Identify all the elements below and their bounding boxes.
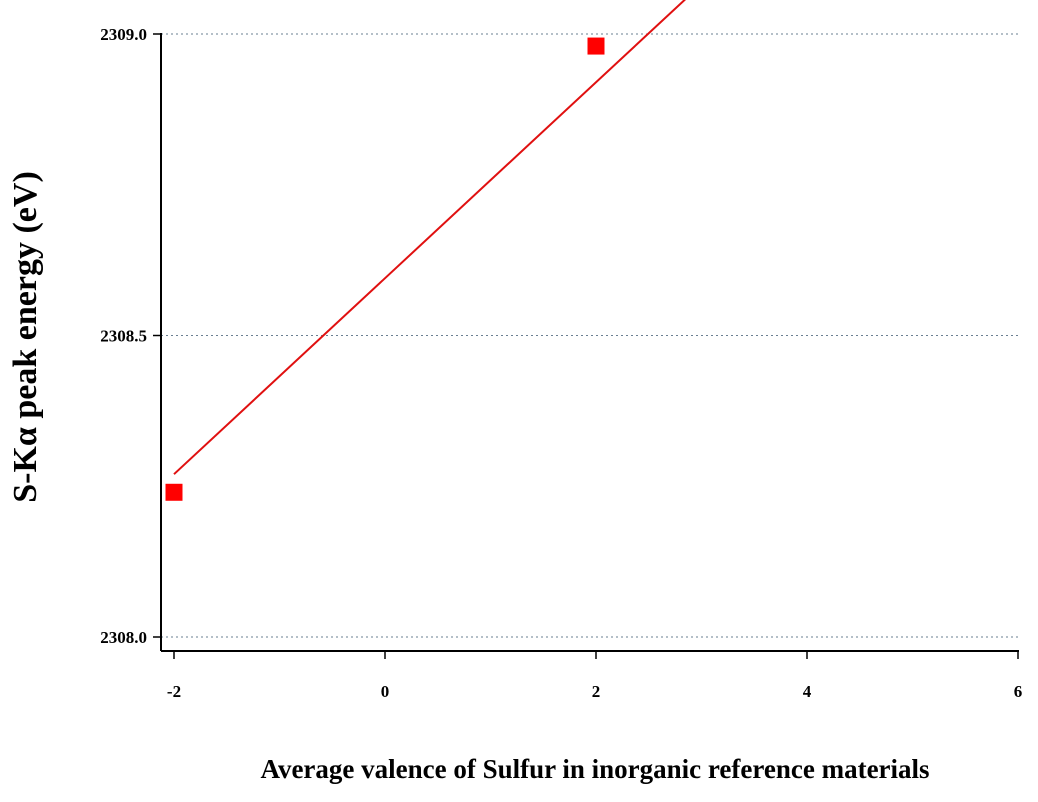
- fit-line-group: [173, 0, 687, 475]
- x-tick-label: 0: [381, 682, 390, 701]
- data-point: [587, 37, 605, 55]
- data-point: [165, 483, 183, 501]
- y-tick-label: 2309.0: [100, 25, 147, 44]
- x-tick-label: 4: [803, 682, 812, 701]
- y-tick-label: 2308.5: [100, 327, 147, 346]
- axes: [160, 33, 1019, 652]
- x-axis-title: Average valence of Sulfur in inorganic r…: [260, 754, 929, 784]
- fit-line: [173, 0, 687, 475]
- y-axis-title: S-Kα peak energy (eV): [7, 171, 44, 503]
- x-tick-label: -2: [167, 682, 181, 701]
- data-points: [165, 37, 605, 501]
- x-tick-label: 2: [592, 682, 601, 701]
- x-ticks: -2 0 2 4 6: [167, 651, 1022, 701]
- y-tick-label: 2308.0: [100, 628, 147, 647]
- gridlines: [161, 33, 1019, 638]
- x-tick-label: 6: [1014, 682, 1023, 701]
